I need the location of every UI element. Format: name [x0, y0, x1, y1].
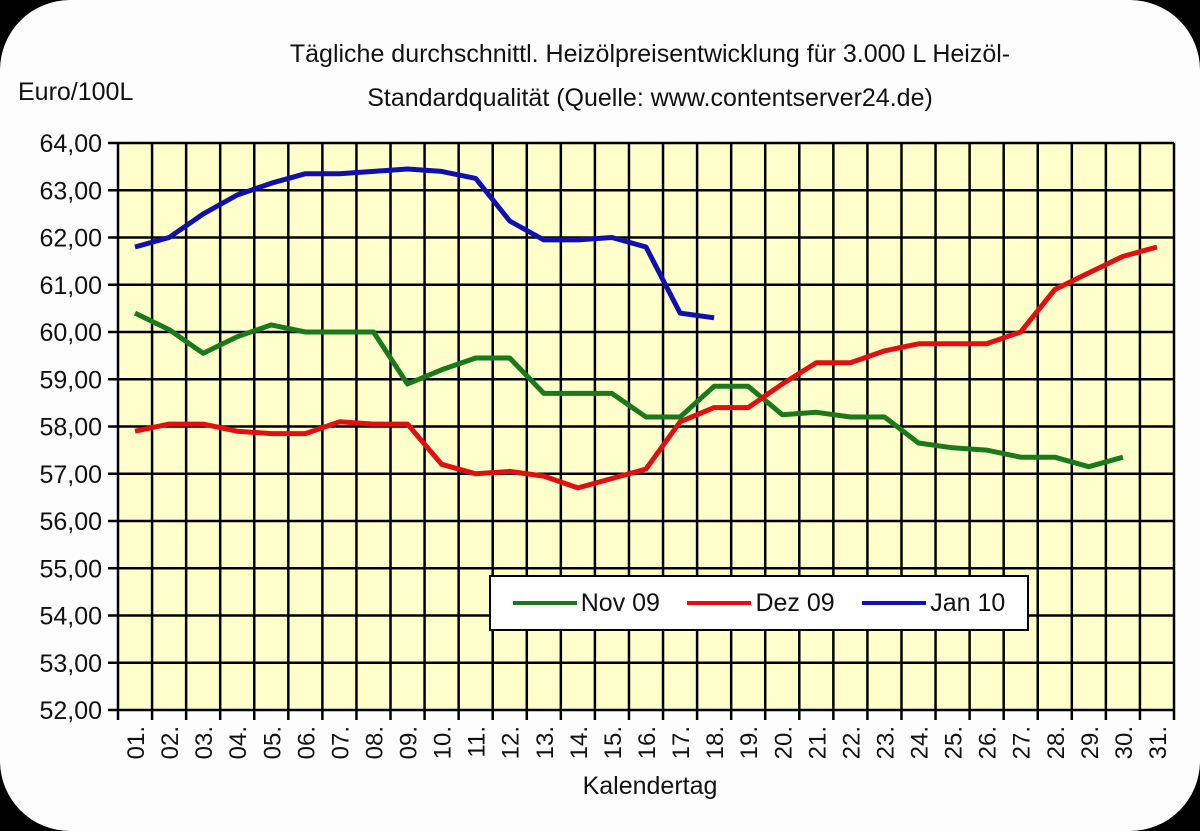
- legend-item-nov09: Nov 09: [512, 588, 660, 618]
- x-tick-label: 16.: [634, 726, 661, 759]
- x-tick-label: 05.: [259, 726, 286, 759]
- x-tick-label: 19.: [736, 726, 763, 759]
- x-tick-label: 13.: [532, 726, 559, 759]
- x-tick-label: 27.: [1009, 726, 1036, 759]
- x-tick-label: 11.: [464, 726, 491, 758]
- y-tick-label: 62,00: [39, 225, 102, 253]
- x-tick-label: 06.: [293, 726, 320, 759]
- x-tick-label: 31.: [1145, 726, 1172, 759]
- legend-swatch-dez09: [687, 601, 752, 605]
- series-line-nov09: [133, 310, 1124, 470]
- x-tick-label: 25.: [941, 726, 968, 759]
- chart-title-line-2: Standardqualität (Quelle: www.contentser…: [367, 84, 933, 112]
- y-tick-label: 54,00: [39, 603, 102, 631]
- x-tick-label: 18.: [702, 726, 729, 759]
- x-tick-label: 30.: [1111, 726, 1138, 759]
- x-tick-label: 08.: [361, 726, 388, 759]
- x-axis-label: Kalendertag: [582, 772, 718, 800]
- y-tick-label: 52,00: [39, 697, 102, 725]
- x-tick-label: 15.: [600, 726, 627, 759]
- x-tick-label: 29.: [1077, 726, 1104, 759]
- x-tick-label: 21.: [804, 726, 831, 759]
- series-line-jan10: [134, 166, 715, 321]
- legend-swatch-nov09: [512, 601, 577, 605]
- x-tick-label: 22.: [838, 726, 865, 759]
- x-tick-label: 07.: [327, 726, 354, 759]
- legend-label-dez09: Dez 09: [755, 588, 835, 617]
- y-tick-label: 56,00: [39, 508, 102, 536]
- y-tick-label: 61,00: [39, 272, 102, 300]
- x-tick-label: 10.: [430, 726, 457, 759]
- x-tick-label: 09.: [396, 726, 423, 759]
- x-tick-label: 02.: [157, 726, 184, 759]
- y-tick-label: 64,00: [39, 130, 102, 158]
- x-tick-label: 14.: [566, 726, 593, 759]
- y-tick-label: 60,00: [39, 319, 102, 347]
- y-tick-label: 63,00: [39, 177, 102, 205]
- legend-item-dez09: Dez 09: [687, 588, 835, 618]
- x-tick-label: 01.: [123, 726, 150, 759]
- y-tick-label: 58,00: [39, 414, 102, 442]
- series-line-dez09: [134, 244, 1158, 491]
- y-tick-label: 53,00: [39, 650, 102, 678]
- legend-label-nov09: Nov 09: [580, 588, 660, 617]
- x-tick-label: 04.: [225, 726, 252, 759]
- legend: Nov 09 Dez 09 Jan 10: [489, 575, 1029, 631]
- legend-item-jan10: Jan 10: [862, 589, 1005, 618]
- x-tick-label: 28.: [1043, 726, 1070, 759]
- x-tick-label: 17.: [668, 726, 695, 759]
- x-tick-label: 24.: [907, 726, 934, 759]
- x-tick-label: 23.: [872, 726, 899, 759]
- chart-title-line-1: Tägliche durchschnittl. Heizölpreisentwi…: [289, 40, 1011, 68]
- y-tick-label: 55,00: [39, 555, 102, 583]
- x-tick-label: 26.: [975, 726, 1002, 759]
- y-axis-label: Euro/100L: [18, 78, 134, 106]
- y-tick-label: 59,00: [39, 366, 102, 394]
- x-tick-label: 12.: [498, 726, 525, 759]
- x-tick-label: 03.: [191, 726, 218, 759]
- legend-label-jan10: Jan 10: [930, 588, 1006, 617]
- y-tick-label: 57,00: [39, 461, 102, 489]
- legend-swatch-jan10: [862, 601, 927, 605]
- x-tick-label: 20.: [770, 726, 797, 759]
